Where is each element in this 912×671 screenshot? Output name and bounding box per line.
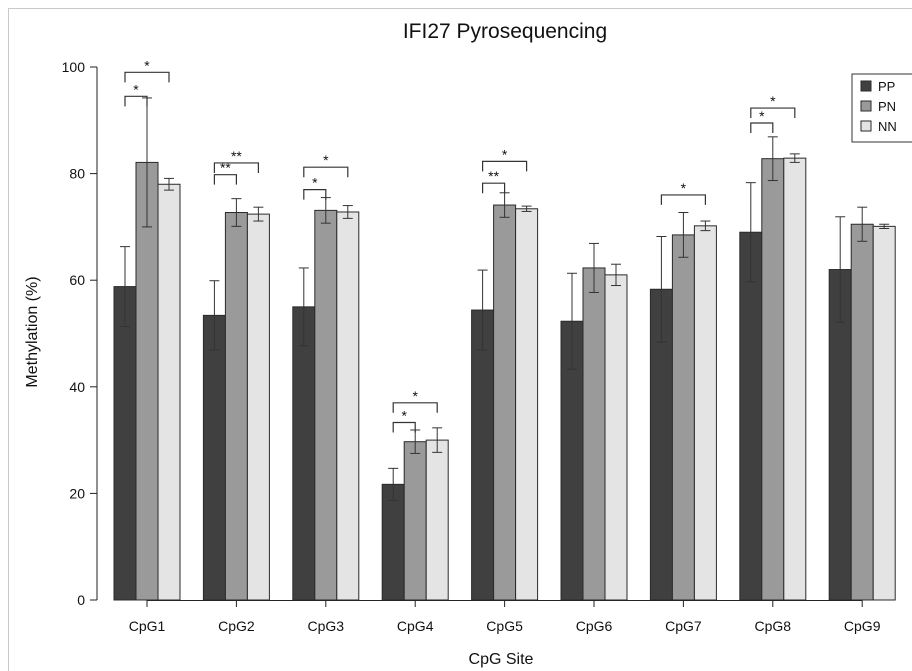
significance-bracket — [124, 95, 148, 107]
x-tick-label: CpG2 — [218, 618, 255, 634]
y-tick-label: 60 — [69, 272, 85, 288]
x-tick-label: CpG3 — [308, 618, 345, 634]
x-tick-label: CpG4 — [397, 618, 434, 634]
significance-bracket — [392, 421, 416, 433]
bar-pn-cpg7 — [671, 234, 695, 601]
bar-nn-cpg1 — [157, 183, 181, 601]
x-tick-label: CpG1 — [129, 618, 166, 634]
significance-bracket — [213, 174, 237, 185]
bar-pp-cpg2 — [202, 314, 226, 601]
bar-nn-cpg3 — [336, 211, 360, 601]
y-axis-label: Methylation (%) — [24, 276, 41, 387]
bar-pp-cpg3 — [292, 306, 316, 601]
significance-bracket — [303, 188, 327, 200]
bar-pp-cpg5 — [471, 309, 495, 601]
legend-swatch-nn — [860, 120, 872, 132]
significance-bracket — [660, 194, 706, 205]
significance-bracket — [303, 166, 349, 178]
x-tick-label: CpG8 — [755, 618, 792, 634]
significance-bracket — [213, 162, 259, 173]
bar-pp-cpg4 — [381, 483, 405, 601]
significance-bracket — [482, 160, 528, 172]
bar-nn-cpg8 — [783, 157, 807, 601]
bar-pp-cpg1 — [113, 286, 137, 601]
bar-nn-cpg9 — [872, 225, 896, 601]
y-tick-label: 100 — [62, 59, 86, 75]
bar-nn-cpg7 — [693, 225, 717, 601]
significance-bracket — [392, 402, 438, 413]
significance-marker: * — [502, 146, 508, 162]
bar-pn-cpg8 — [761, 158, 785, 601]
y-tick-label: 80 — [69, 166, 85, 182]
legend-label-nn: NN — [878, 119, 897, 134]
bar-nn-cpg4 — [425, 439, 449, 601]
y-tick-label: 0 — [77, 592, 85, 608]
significance-marker: * — [681, 180, 687, 196]
significance-bracket — [750, 122, 774, 133]
x-axis-label: CpG Site — [469, 651, 534, 668]
significance-marker: ** — [220, 160, 231, 176]
y-tick-label: 20 — [69, 485, 85, 501]
significance-marker: * — [312, 175, 318, 191]
significance-marker: ** — [488, 168, 499, 184]
bar-pn-cpg9 — [850, 223, 874, 601]
x-tick-label: CpG9 — [844, 618, 881, 634]
chart-frame — [8, 8, 912, 671]
legend-label-pn: PN — [878, 99, 896, 114]
bar-pp-cpg8 — [739, 231, 763, 601]
bar-nn-cpg5 — [515, 208, 539, 601]
significance-marker: * — [144, 57, 150, 73]
x-tick-label: CpG5 — [486, 618, 523, 634]
y-tick-label: 40 — [69, 379, 85, 395]
significance-marker: * — [401, 408, 407, 424]
significance-marker: * — [412, 388, 418, 404]
significance-marker: * — [770, 93, 776, 109]
legend: PP PN NN — [851, 73, 912, 143]
x-tick-label: CpG6 — [576, 618, 613, 634]
bar-nn-cpg6 — [604, 274, 628, 601]
bar-pn-cpg5 — [493, 204, 517, 601]
significance-bracket — [124, 71, 170, 83]
significance-marker: * — [323, 152, 329, 168]
bar-pn-cpg4 — [403, 441, 427, 601]
bar-nn-cpg2 — [246, 213, 270, 601]
significance-marker: * — [133, 81, 139, 97]
significance-bracket — [750, 107, 796, 119]
legend-swatch-pp — [860, 80, 872, 92]
x-tick-label: CpG7 — [665, 618, 702, 634]
bar-pn-cpg2 — [224, 212, 248, 601]
bar-pn-cpg3 — [314, 209, 338, 601]
bar-pn-cpg1 — [135, 161, 159, 601]
bar-pn-cpg6 — [582, 267, 606, 601]
legend-label-pp: PP — [878, 79, 895, 94]
significance-marker: ** — [231, 148, 242, 164]
significance-marker: * — [759, 108, 765, 124]
chart-title: IFI27 Pyrosequencing — [403, 20, 607, 43]
legend-swatch-pn — [860, 100, 872, 112]
significance-bracket — [482, 182, 506, 194]
